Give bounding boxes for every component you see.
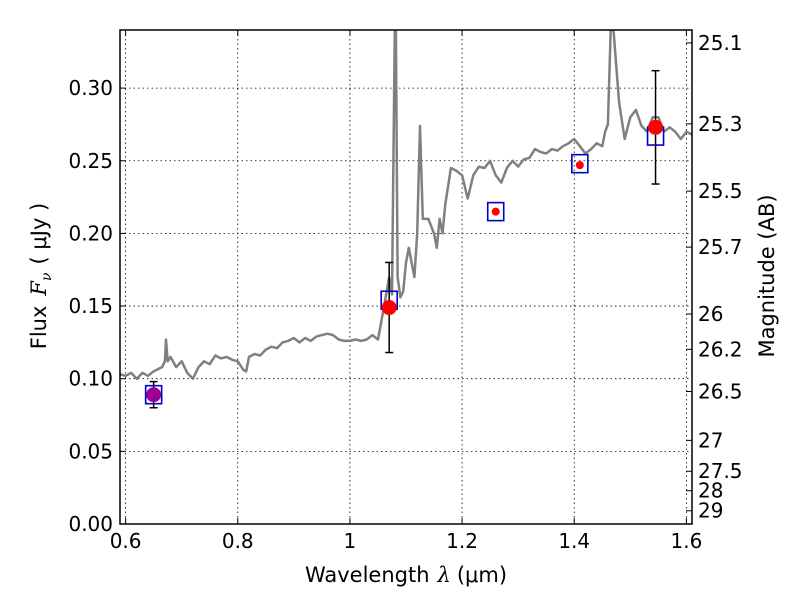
y-axis-label: Flux Fν ( μJy )	[27, 203, 55, 349]
y-axis-label-text: Flux	[27, 306, 51, 350]
x-axis-label-unit: (μm)	[457, 563, 507, 587]
model-box-point	[486, 201, 505, 222]
spectrum-line	[120, 30, 692, 380]
x-axis-ticks: 0.6 0.8 1 1.2 1.4 1.6	[110, 30, 702, 553]
y-tick-label: 0.20	[68, 221, 113, 245]
spectrum-series	[120, 30, 692, 380]
y-axis-label-symbol: F	[27, 280, 51, 297]
x-axis-label: Wavelength λ (μm)	[305, 563, 507, 587]
y2-tick-label: 25.1	[698, 31, 743, 55]
plot-frame	[119, 29, 693, 525]
model-box-point	[571, 153, 589, 174]
observed-point	[575, 161, 584, 170]
grid-lines	[120, 30, 692, 524]
y2-tick-label: 26.2	[698, 337, 743, 361]
y-tick-label: 0.25	[68, 149, 113, 173]
y2-tick-label: 27	[698, 428, 723, 452]
y2-tick-label: 25.5	[698, 179, 743, 203]
y-tick-label: 0.10	[68, 367, 113, 391]
observed-photometry-series	[146, 69, 664, 409]
observed-point	[381, 300, 397, 316]
x-tick-label: 1.4	[558, 529, 590, 553]
x-tick-label: 0.8	[222, 529, 254, 553]
observed-point	[648, 119, 664, 135]
y-tick-label: 0.30	[68, 76, 113, 100]
y2-axis-label: Magnitude (AB)	[755, 194, 779, 357]
y2-tick-label: 26.5	[698, 379, 743, 403]
y2-tick-label: 25.3	[698, 112, 743, 136]
x-axis-label-text: Wavelength	[305, 563, 430, 587]
y-tick-label: 0.00	[68, 512, 113, 536]
x-tick-label: 1	[344, 529, 357, 553]
y2-tick-label: 28	[698, 479, 723, 503]
x-tick-label: 1.2	[446, 529, 478, 553]
y-tick-label: 0.15	[68, 294, 113, 318]
observed-point	[146, 387, 162, 403]
x-tick-label: 0.6	[110, 529, 142, 553]
observed-point	[491, 207, 500, 216]
y2-tick-label: 26	[698, 302, 723, 326]
y2-tick-label: 27.5	[698, 459, 743, 483]
y2-tick-label: 25.7	[698, 235, 743, 259]
y-axis-label-subscript: ν	[39, 272, 55, 281]
y2-tick-label: 29	[698, 499, 723, 523]
y-tick-label: 0.05	[68, 439, 113, 463]
x-tick-label: 1.6	[670, 529, 702, 553]
y-axis-ticks: 0.00 0.05 0.10 0.15 0.20 0.25 0.30	[68, 76, 126, 536]
y-axis-label-unit: ( μJy )	[27, 203, 51, 265]
x-axis-label-symbol: λ	[437, 563, 451, 587]
